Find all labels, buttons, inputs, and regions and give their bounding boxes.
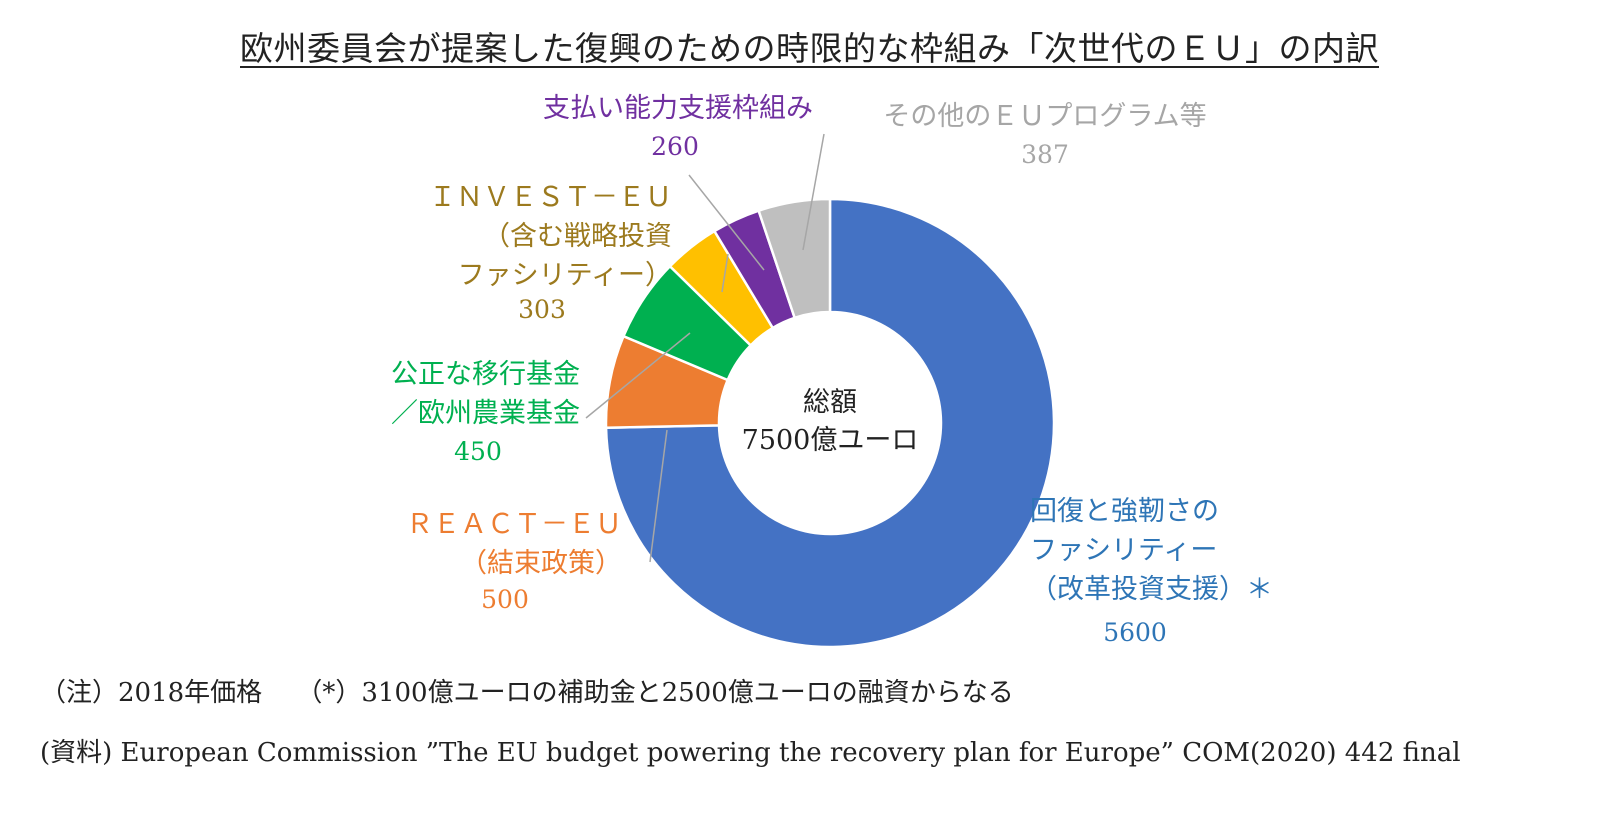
slice-label-2-line-1: ／欧州農業基金	[391, 398, 580, 429]
slice-label-0-line-1: ファシリティー	[1030, 535, 1217, 566]
slice-label-4-line-0: 支払い能力支援枠組み	[543, 93, 813, 124]
slice-label-2-line-0: 公正な移行基金	[391, 359, 580, 390]
leader-line-1	[649, 429, 668, 563]
leader-line-2	[585, 332, 691, 419]
slice-value-0: 5600	[1103, 618, 1167, 647]
slice-label-5-line-0: その他のＥＵプログラム等	[883, 101, 1206, 132]
slice-label-0-line-0: 回復と強靭さの	[1030, 496, 1219, 527]
center-label-line-1: 7500億ユーロ	[742, 425, 919, 456]
slice-value-3: 303	[518, 295, 566, 324]
leader-line-3	[721, 253, 729, 293]
source-note: (資料) European Commission ”The EU budget …	[40, 738, 1461, 768]
slice-label-1-line-1: （結束政策）	[460, 548, 622, 579]
donut-slice-5	[757, 197, 832, 320]
slice-value-5: 387	[1021, 140, 1069, 169]
slice-value-2: 450	[454, 437, 502, 466]
chart-title: 欧州委員会が提案した復興のための時限的な枠組み「次世代のＥＵ」の内訳	[240, 29, 1379, 68]
slice-label-1-line-0: ＲＥＡＣＴ－ＥＵ	[406, 509, 622, 540]
leader-line-4	[688, 174, 765, 271]
slice-label-3-line-1: （含む戦略投資	[483, 221, 672, 252]
donut-slice-0	[604, 197, 1056, 649]
leader-line-5	[802, 133, 825, 251]
price-note: （注）2018年価格 （*）3100億ユーロの補助金と2500億ユーロの融資から…	[40, 678, 1014, 708]
slice-label-0-line-2: （改革投資支援）＊	[1030, 574, 1273, 605]
slice-label-3-line-0: ＩＮＶＥＳＴ－ＥＵ	[429, 182, 672, 213]
center-label-line-0: 総額	[803, 387, 857, 418]
slice-value-4: 260	[651, 132, 699, 161]
slice-label-3-line-2: ファシリティー）	[458, 260, 672, 291]
slice-value-1: 500	[481, 585, 529, 614]
